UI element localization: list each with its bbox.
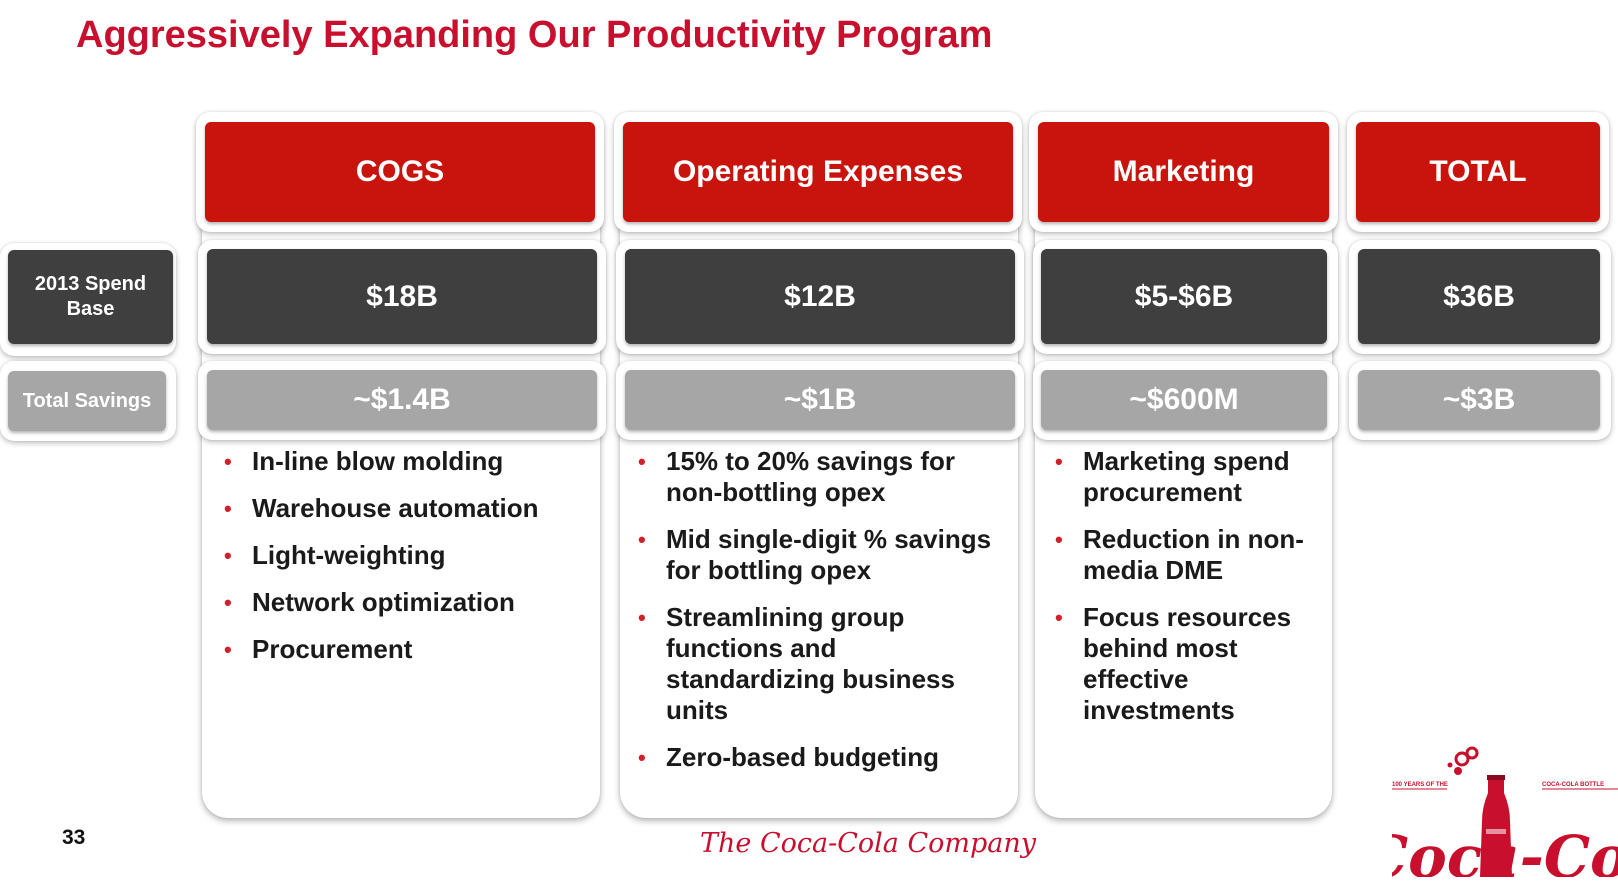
list-item: Warehouse automation <box>220 493 588 524</box>
slide-title: Aggressively Expanding Our Productivity … <box>76 14 993 56</box>
list-item: Light-weighting <box>220 540 588 571</box>
list-item: Marketing spend procurement <box>1051 446 1319 508</box>
coca-cola-100-years-logo: 100 YEARS OF THE COCA-COLA BOTTLE Coca-C… <box>1362 745 1618 882</box>
list-item: Streamlining group functions and standar… <box>634 602 996 726</box>
opex-bullets: 15% to 20% savings for non-bottling opex… <box>634 446 996 789</box>
total-spend: $36B <box>1358 249 1600 344</box>
cogs-bullets: In-line blow molding Warehouse automatio… <box>220 446 588 681</box>
opex-savings: ~$1B <box>625 370 1015 430</box>
page-number: 33 <box>62 826 86 849</box>
opex-spend: $12B <box>625 249 1015 344</box>
total-header: TOTAL <box>1356 122 1600 222</box>
cogs-header: COGS <box>205 122 595 222</box>
bottle-logo-icon: 100 YEARS OF THE COCA-COLA BOTTLE Coca-C… <box>1362 746 1618 882</box>
marketing-spend: $5-$6B <box>1041 249 1327 344</box>
badge-left-text: 100 YEARS OF THE <box>1392 782 1448 788</box>
cogs-spend: $18B <box>207 249 597 344</box>
list-item: Mid single-digit % savings for bottling … <box>634 524 996 586</box>
company-logo: The Coca-Cola Company <box>700 828 1036 859</box>
cogs-savings: ~$1.4B <box>207 370 597 430</box>
total-savings-label: Total Savings <box>8 371 166 431</box>
marketing-header: Marketing <box>1038 122 1329 222</box>
marketing-bullets: Marketing spend procurement Reduction in… <box>1051 446 1319 742</box>
list-item: Procurement <box>220 634 588 665</box>
coca-cola-script: Coca-Cola <box>1392 823 1618 877</box>
list-item: Reduction in non-media DME <box>1051 524 1319 586</box>
marketing-savings: ~$600M <box>1041 370 1327 430</box>
list-item: Focus resources behind most effective in… <box>1051 602 1319 726</box>
badge-right-text: COCA-COLA BOTTLE <box>1542 782 1604 788</box>
opex-header: Operating Expenses <box>623 122 1013 222</box>
total-savings: ~$3B <box>1358 370 1600 430</box>
list-item: Zero-based budgeting <box>634 742 996 773</box>
list-item: In-line blow molding <box>220 446 588 477</box>
spend-base-label: 2013 Spend Base <box>8 250 173 344</box>
list-item: Network optimization <box>220 587 588 618</box>
list-item: 15% to 20% savings for non-bottling opex <box>634 446 996 508</box>
